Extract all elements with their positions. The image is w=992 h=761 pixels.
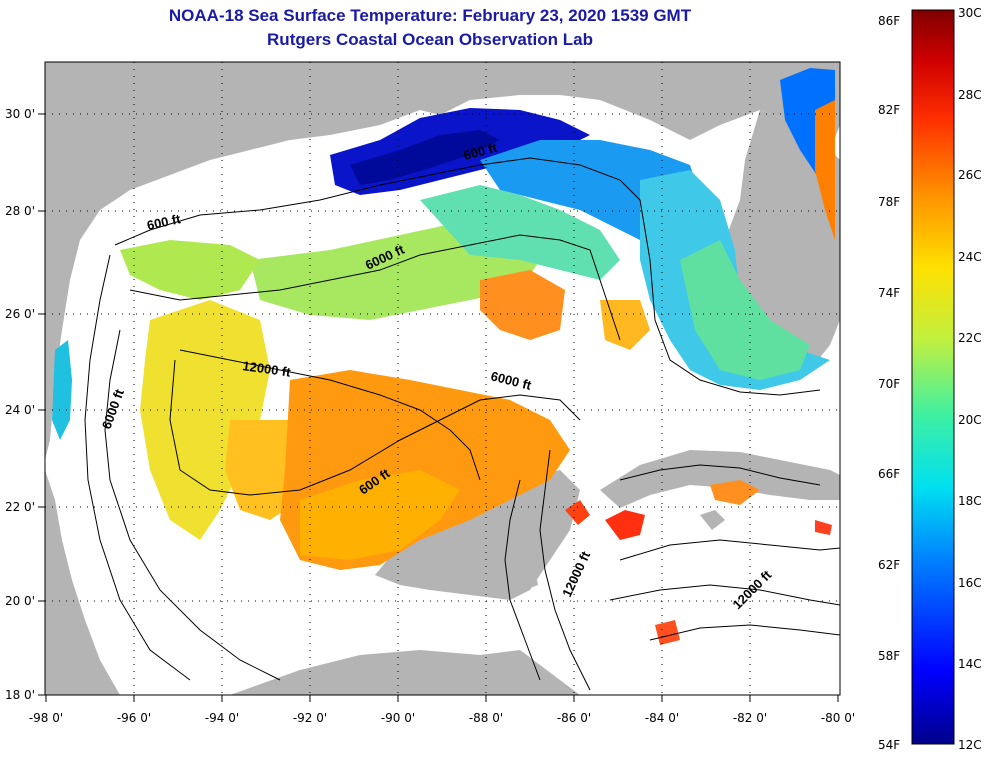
bathymetry-contours: [84, 157, 840, 691]
contour-label-600ft-west: 600 ft: [146, 211, 183, 233]
lat-label-30: 30 0': [5, 107, 35, 121]
cb-c-label-26: 26C: [958, 168, 982, 182]
sst-data: [52, 68, 835, 645]
cb-c-label-28: 28C: [958, 88, 982, 102]
map-title: NOAA-18 Sea Surface Temperature: Februar…: [168, 6, 692, 25]
tick-marks: [38, 113, 839, 702]
lon-label-82: -82 0': [733, 711, 767, 725]
lon-label-90: -90 0': [381, 711, 415, 725]
cb-c-label-12: 12C: [958, 738, 982, 752]
lon-label-86: -86 0': [557, 711, 591, 725]
cb-f-label-78: 78F: [878, 195, 901, 209]
cb-c-label-22: 22C: [958, 331, 982, 345]
colorbar: [911, 9, 955, 745]
cb-c-label-18: 18C: [958, 494, 982, 508]
map-grid: [45, 62, 840, 695]
cb-c-label-14: 14C: [958, 657, 982, 671]
lon-label-96: -96 0': [117, 711, 151, 725]
cb-f-label-70: 70F: [878, 377, 901, 391]
contour-label-12000ft-central: 12000 ft: [242, 358, 293, 380]
lon-label-84: -84 0': [645, 711, 679, 725]
cb-f-label-62: 62F: [878, 558, 901, 572]
cb-f-label-86: 86F: [878, 14, 901, 28]
lon-label-80: -80 0': [821, 711, 855, 725]
lat-label-20: 20 0': [5, 594, 35, 608]
lon-label-94: -94 0': [205, 711, 239, 725]
lat-label-18: 18 0': [5, 688, 35, 702]
lon-label-98: -98 0': [29, 711, 63, 725]
cb-c-label-24: 24C: [958, 250, 982, 264]
lat-label-22: 22 0': [5, 500, 35, 514]
cb-f-label-74: 74F: [878, 286, 901, 300]
cb-c-label-20: 20C: [958, 413, 982, 427]
cb-f-label-82: 82F: [878, 103, 901, 117]
lat-label-28: 28 0': [5, 204, 35, 218]
cb-f-label-66: 66F: [878, 467, 901, 481]
cb-c-label-30: 30C: [958, 6, 982, 20]
lat-label-26: 26 0': [5, 307, 35, 321]
cb-f-label-54: 54F: [878, 738, 901, 752]
cb-f-label-58: 58F: [878, 649, 901, 663]
lat-label-24: 24 0': [5, 403, 35, 417]
lon-label-88: -88 0': [469, 711, 503, 725]
lon-label-92: -92 0': [293, 711, 327, 725]
map-subtitle: Rutgers Coastal Ocean Observation Lab: [267, 30, 593, 49]
cb-c-label-16: 16C: [958, 576, 982, 590]
map-frame: [44, 61, 841, 696]
